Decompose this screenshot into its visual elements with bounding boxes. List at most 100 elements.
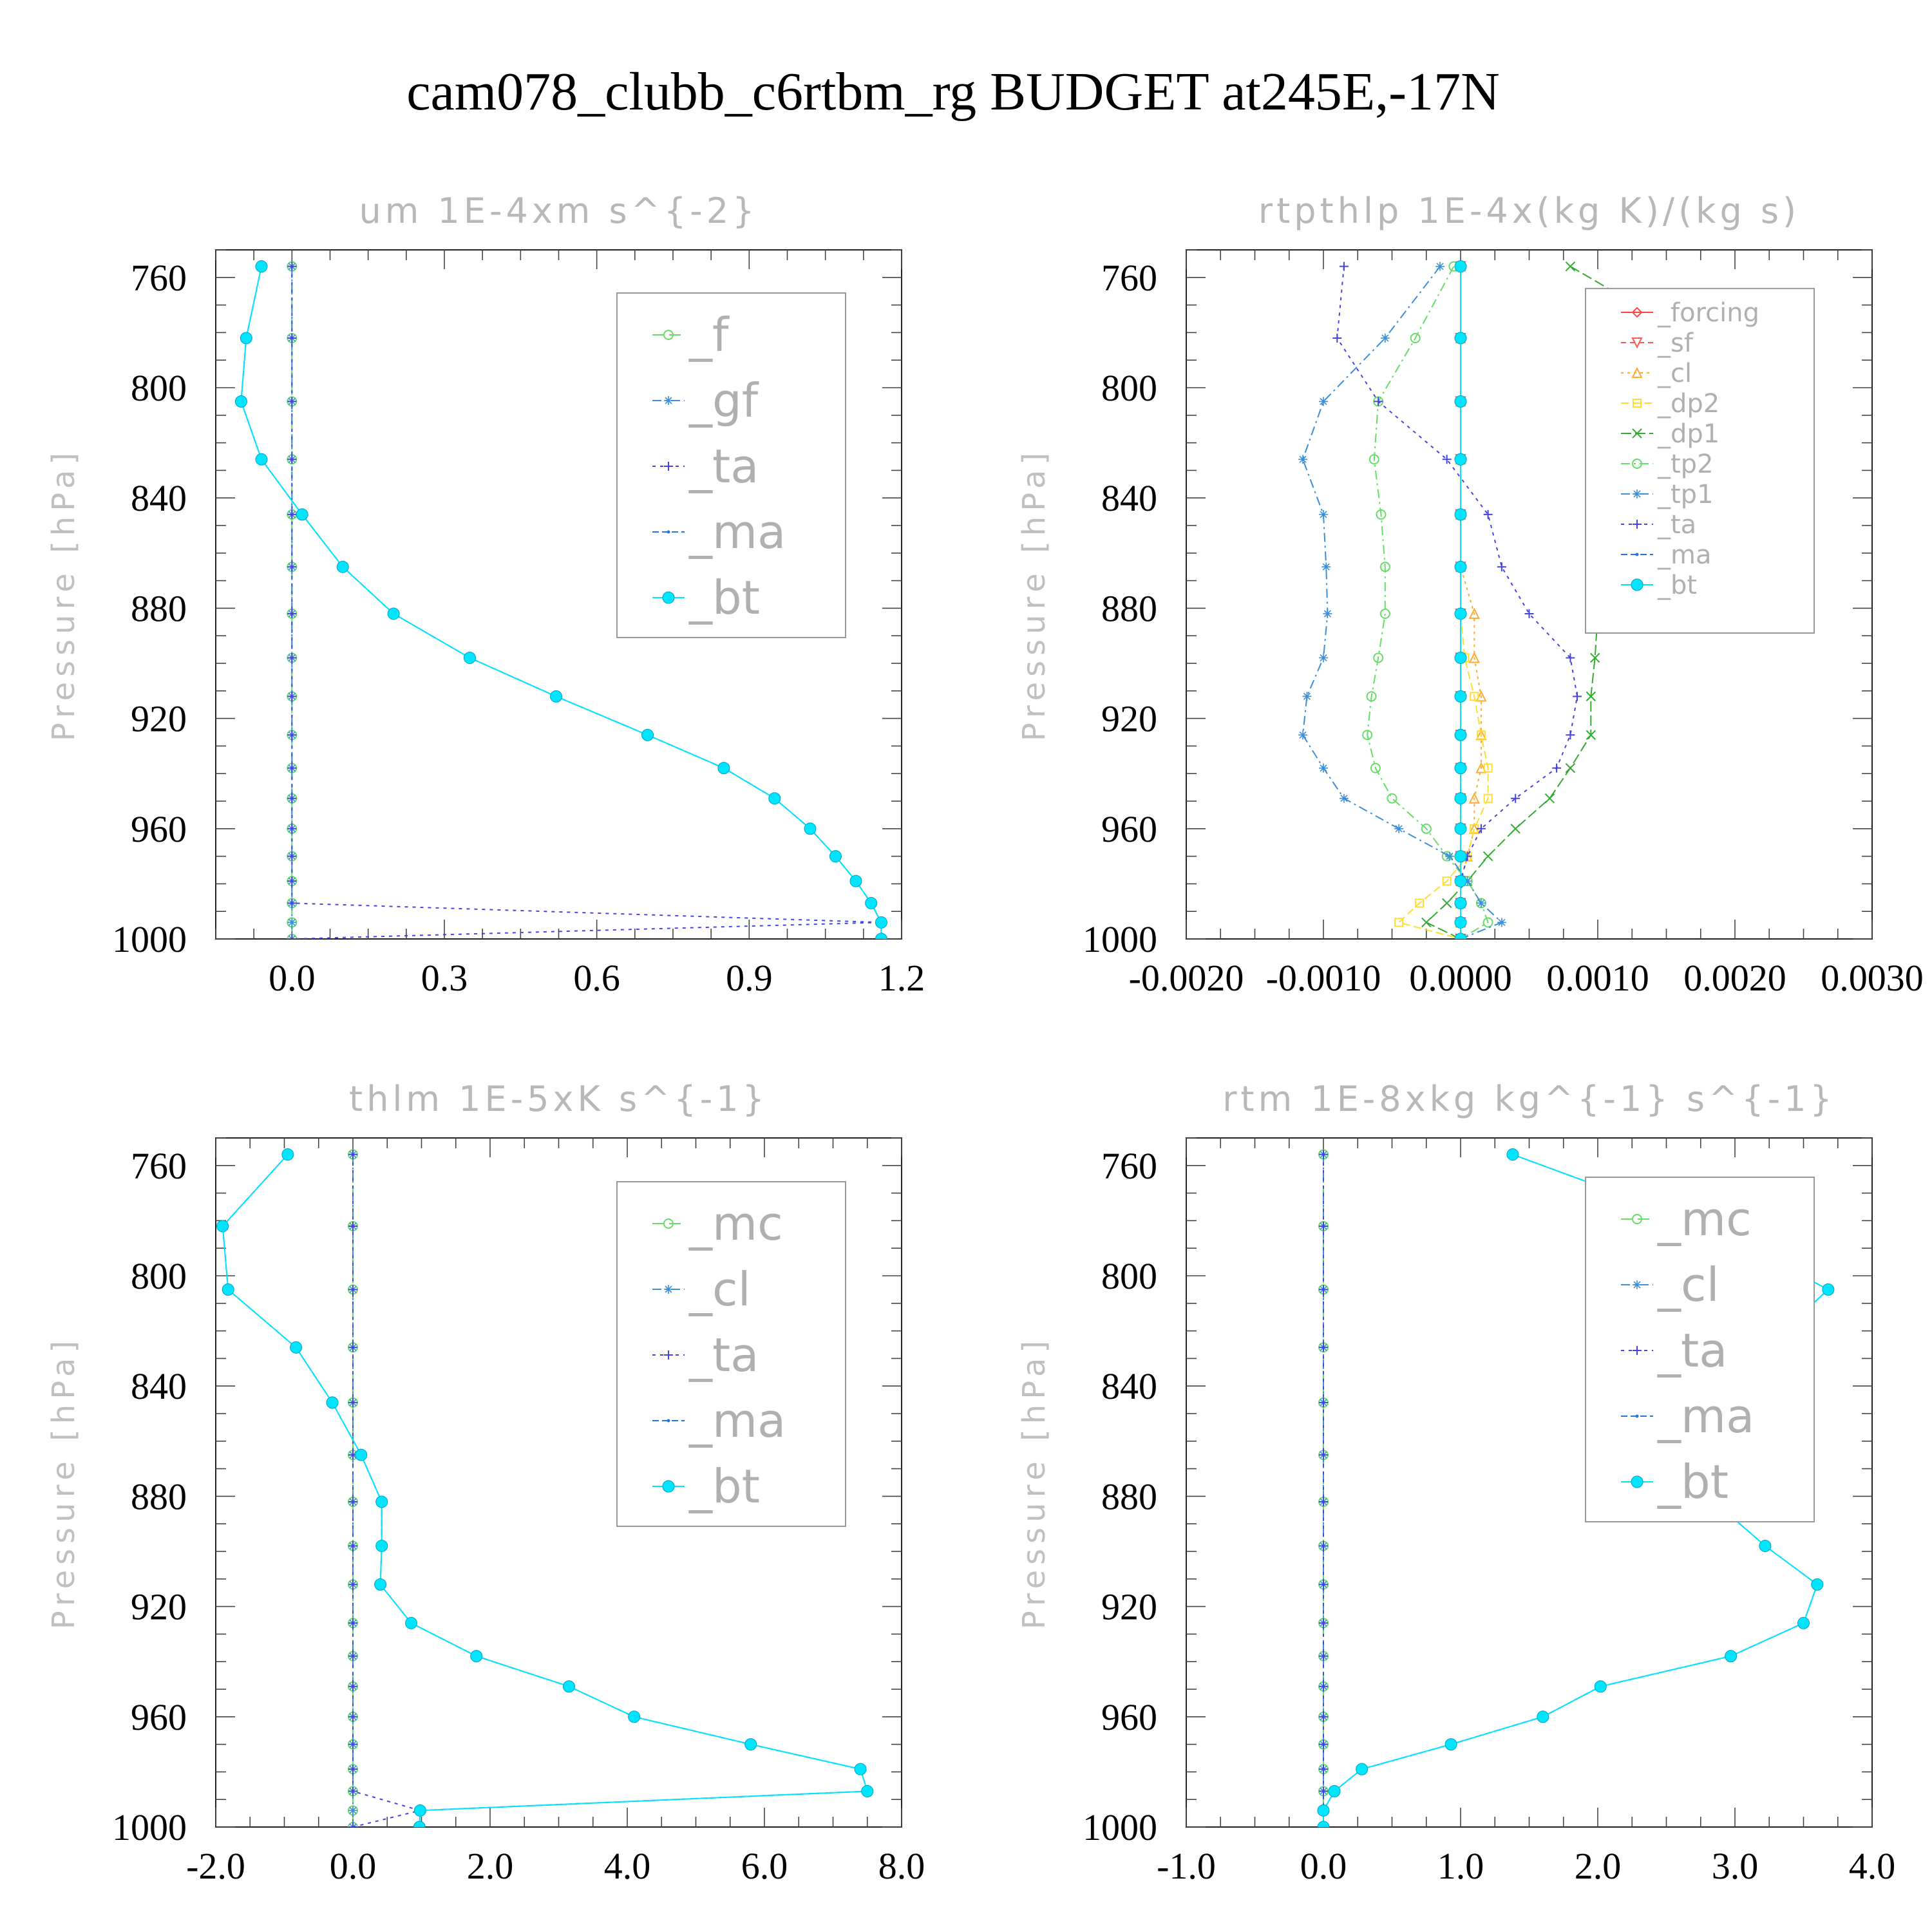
y-axis-label: Pressure [hPa]: [1016, 1336, 1052, 1629]
x-tick-label: 0.0: [330, 1845, 377, 1887]
data-point: [550, 690, 563, 703]
series-line: [1336, 266, 1578, 939]
main-title: cam078_clubb_c6rtbm_rg BUDGET at245E,-17…: [406, 62, 1500, 122]
x-tick-label: 1.2: [878, 957, 925, 999]
legend-label: _ta: [688, 1328, 759, 1382]
data-point: [287, 562, 297, 572]
y-tick-label: 960: [1101, 1696, 1157, 1738]
legend-label: _mc: [1657, 1192, 1752, 1246]
y-tick-label: 760: [1101, 257, 1157, 299]
series-line: [1367, 266, 1489, 939]
data-point: [1482, 851, 1493, 862]
data-point: [1442, 455, 1452, 464]
data-point: [348, 1150, 357, 1159]
data-point: [1454, 850, 1467, 863]
legend-marker: [1631, 366, 1643, 378]
data-point: [1319, 509, 1328, 519]
panel-title: rtpthlp 1E-4x(kg K)/(kg s): [1258, 191, 1800, 231]
data-point: [1317, 1804, 1330, 1817]
x-tick-label: 0.3: [421, 957, 468, 999]
data-point: [348, 1651, 357, 1661]
x-tick-label: 2.0: [1575, 1845, 1622, 1887]
y-tick-label: 840: [1101, 1365, 1157, 1407]
data-point: [1454, 933, 1467, 939]
data-point: [1483, 793, 1493, 803]
data-point: [1475, 762, 1487, 773]
data-point: [1415, 898, 1425, 908]
data-point: [296, 508, 308, 521]
y-tick-label: 800: [131, 367, 187, 409]
data-point: [234, 395, 247, 408]
data-point: [1379, 608, 1390, 619]
data-point: [287, 876, 297, 886]
y-tick-label: 760: [131, 1145, 187, 1187]
data-point: [1319, 1739, 1328, 1749]
legend-label: _sf: [1657, 328, 1694, 358]
y-tick-label: 800: [131, 1255, 187, 1297]
data-point: [1454, 875, 1467, 887]
legend-marker: [1632, 1214, 1642, 1224]
data-point: [744, 1738, 757, 1751]
data-point: [348, 1580, 357, 1589]
data-point: [1319, 1450, 1328, 1460]
legend-label: _dp2: [1657, 389, 1719, 419]
y-tick-label: 1000: [1083, 1806, 1157, 1848]
data-point: [1454, 395, 1467, 408]
y-tick-label: 920: [1101, 1586, 1157, 1628]
data-point: [1463, 876, 1472, 886]
data-point: [287, 934, 297, 939]
data-point: [287, 824, 297, 833]
data-point: [1319, 1541, 1328, 1551]
data-point: [1594, 1680, 1607, 1693]
legend-marker: [1633, 399, 1642, 408]
y-tick-label: 880: [131, 1475, 187, 1517]
data-point: [287, 730, 297, 740]
x-tick-label: -1.0: [1157, 1845, 1216, 1887]
y-tick-label: 800: [1101, 1255, 1157, 1297]
x-tick-label: 0.0000: [1409, 957, 1512, 999]
x-tick-label: -0.0020: [1129, 957, 1244, 999]
legend-label: _ta: [1657, 1323, 1727, 1378]
data-point: [348, 1806, 357, 1815]
data-point: [1454, 896, 1467, 909]
x-tick-label: -2.0: [186, 1845, 245, 1887]
data-point: [1421, 917, 1432, 928]
data-point: [641, 728, 654, 741]
data-point: [1573, 692, 1582, 701]
legend-box: [616, 292, 846, 638]
legend-label: _ma: [688, 1394, 786, 1448]
data-point: [1497, 918, 1506, 927]
data-point: [1565, 261, 1576, 272]
data-point: [405, 1616, 418, 1629]
data-point: [222, 1283, 234, 1296]
data-point: [1476, 730, 1486, 740]
data-point: [1332, 333, 1342, 343]
y-tick-label: 1000: [1083, 918, 1157, 960]
data-point: [1339, 793, 1349, 803]
data-point: [1373, 652, 1384, 663]
legend-marker: [664, 1350, 673, 1359]
data-point: [1319, 1618, 1328, 1628]
data-point: [1468, 607, 1480, 619]
data-point: [717, 762, 730, 775]
data-point: [1454, 728, 1467, 741]
y-tick-label: 960: [131, 808, 187, 850]
data-point: [326, 1396, 339, 1409]
y-tick-label: 1000: [112, 918, 187, 960]
legend-marker: [1633, 1346, 1642, 1355]
data-point: [1497, 562, 1506, 572]
data-point: [348, 1739, 357, 1749]
data-point: [829, 850, 842, 863]
data-point: [1725, 1650, 1738, 1663]
data-point: [1544, 793, 1555, 804]
data-point: [1468, 652, 1480, 663]
data-point: [336, 560, 349, 573]
y-tick-label: 920: [1101, 698, 1157, 740]
data-point: [1394, 824, 1404, 833]
data-point: [1454, 792, 1467, 805]
y-axis-label: Pressure [hPa]: [46, 1336, 82, 1629]
legend-label: _bt: [688, 571, 760, 625]
legend-label: _cl: [1657, 1258, 1719, 1312]
series-line: [1460, 266, 1482, 939]
